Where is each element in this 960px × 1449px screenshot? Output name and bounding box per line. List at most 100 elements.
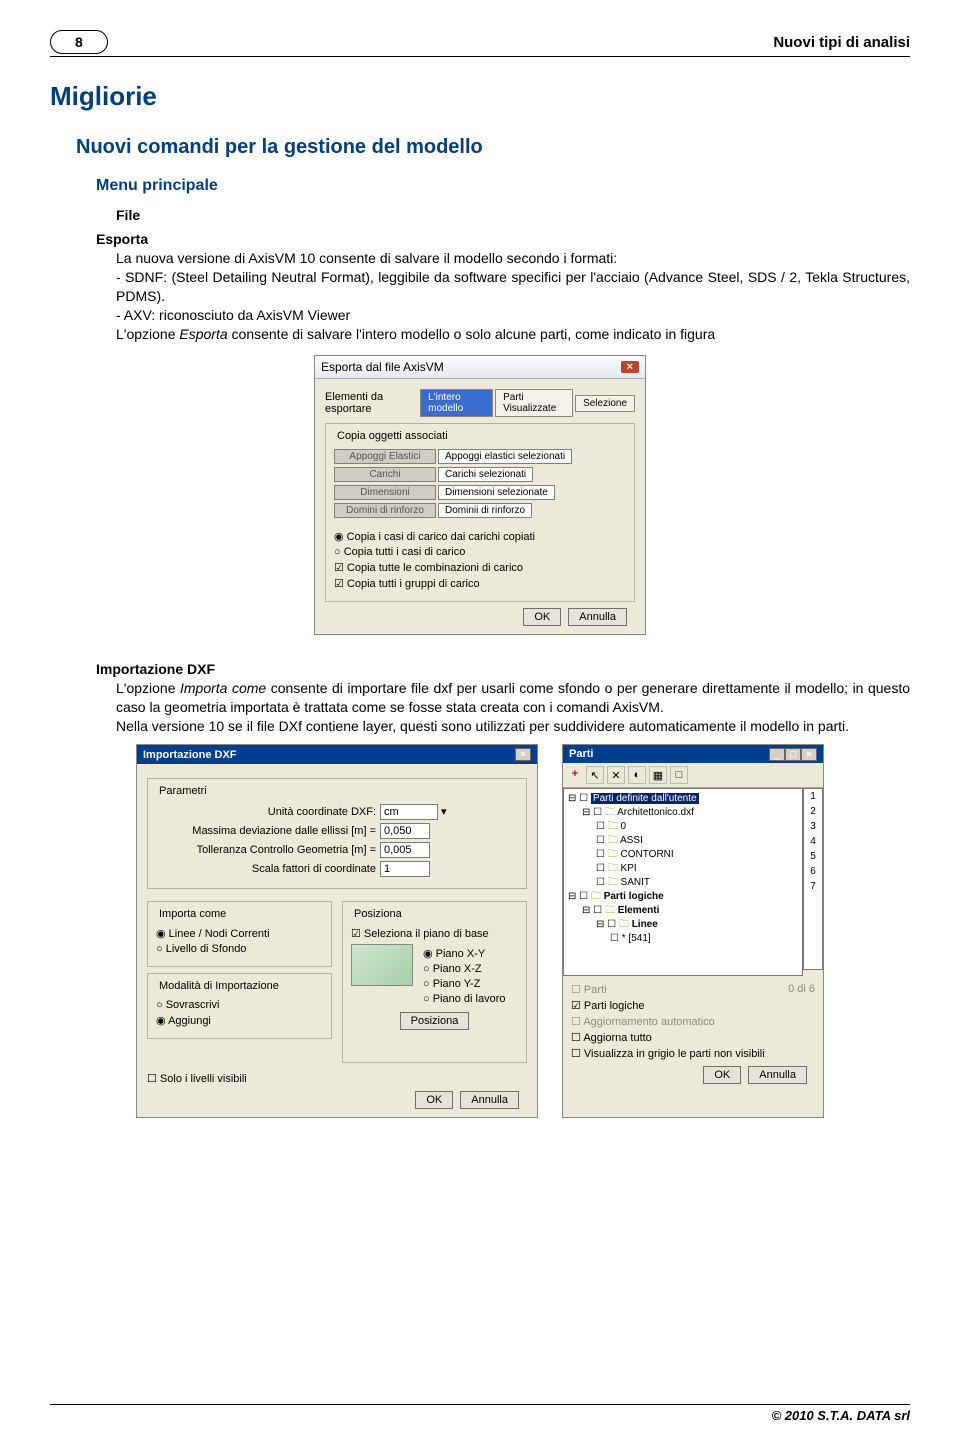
folder-icon: 🗀 — [619, 919, 629, 930]
num-3: 3 — [804, 819, 822, 834]
lbl-unita: Unità coordinate DXF: — [156, 806, 376, 818]
plane-preview-icon — [351, 944, 413, 986]
export-dialog: Esporta dal file AxisVM × Elementi da es… — [314, 355, 646, 635]
check-copia-combinazioni[interactable]: Copia tutte le combinazioni di carico — [334, 562, 523, 574]
radio-copia-casi-da-carichi[interactable]: Copia i casi di carico dai carichi copia… — [334, 531, 535, 543]
num-2: 2 — [804, 804, 822, 819]
parts-tree[interactable]: ⊟ ☐ Parti definite dall'utente ⊟ ☐ 🗀 Arc… — [563, 788, 803, 976]
h5-importazione: Importazione DXF — [96, 661, 910, 677]
arrow-icon[interactable]: ↖ — [586, 766, 604, 784]
esporta-li1: - SDNF: (Steel Detailing Neutral Format)… — [116, 269, 910, 304]
tree-linee[interactable]: Linee — [632, 919, 658, 930]
tree-leaf[interactable]: * [541] — [622, 933, 651, 944]
radio-piano-lavoro[interactable]: Piano di lavoro — [423, 993, 505, 1005]
export-dialog-title: Esporta dal file AxisVM — [321, 360, 444, 374]
group-copia-oggetti: Copia oggetti associati Appoggi Elastici… — [325, 423, 635, 602]
btn-carichi[interactable]: Carichi — [334, 467, 436, 482]
num-5: 5 — [804, 849, 822, 864]
ok-button[interactable]: OK — [703, 1066, 741, 1084]
annulla-button[interactable]: Annulla — [460, 1091, 519, 1109]
close-icon[interactable]: × — [515, 748, 531, 761]
tab-selezione[interactable]: Selezione — [575, 395, 635, 412]
close-icon[interactable]: × — [621, 361, 639, 373]
esporta-p2b: Esporta — [179, 326, 227, 342]
tree-root[interactable]: Parti definite dall'utente — [591, 793, 699, 804]
tree-kpi[interactable]: KPI — [621, 863, 637, 874]
group-posiziona: Posiziona Seleziona il piano di base Pia… — [342, 901, 527, 1063]
tree-assi[interactable]: ASSI — [620, 835, 643, 846]
lbl-elements-export: Elementi da esportare — [325, 391, 412, 415]
radio-piano-xz[interactable]: Piano X-Z — [423, 963, 482, 975]
input-scala[interactable]: 1 — [380, 861, 430, 877]
new-icon[interactable]: □ — [670, 766, 688, 784]
tree-elementi[interactable]: Elementi — [618, 905, 660, 916]
h3-menu: Menu principale — [96, 177, 910, 195]
tab-intero-modello[interactable]: L'intero modello — [420, 389, 493, 417]
folder-icon: 🗀 — [605, 807, 615, 818]
posiziona-button[interactable]: Posiziona — [400, 1012, 470, 1030]
window-controls[interactable]: _□× — [769, 748, 817, 760]
input-tolleranza[interactable]: 0,005 — [380, 842, 430, 858]
parti-toolbar: + ↖ ✕ ◐ ▦ □ — [563, 763, 823, 788]
group-copia-title: Copia oggetti associati — [334, 430, 451, 442]
parts-count: 0 di 6 — [788, 983, 815, 996]
esporta-text: La nuova versione di AxisVM 10 consente … — [116, 249, 910, 343]
remove-icon[interactable]: ✕ — [607, 766, 625, 784]
union-icon[interactable]: ◐ — [628, 766, 646, 784]
folder-icon: 🗀 — [608, 877, 618, 888]
lbl-appoggi: Appoggi elastici selezionati — [438, 449, 572, 464]
h2-comandi: Nuovi comandi per la gestione del modell… — [76, 136, 910, 159]
import-dialog-title: Importazione DXF — [143, 749, 237, 761]
parti-dialog-title: Parti — [569, 748, 593, 760]
annulla-button[interactable]: Annulla — [568, 608, 627, 626]
lbl-domini: Dominii di rinforzo — [438, 503, 532, 518]
tree-contorni[interactable]: CONTORNI — [621, 849, 674, 860]
tree-parti-logiche[interactable]: Parti logiche — [604, 891, 664, 902]
radio-piano-yz[interactable]: Piano Y-Z — [423, 978, 480, 990]
page-header: 8 Nuovi tipi di analisi — [50, 30, 910, 57]
check-aggiorna-tutto[interactable]: Aggiorna tutto — [571, 1032, 652, 1044]
select-unita[interactable]: cm — [380, 804, 438, 820]
ok-button[interactable]: OK — [415, 1091, 453, 1109]
group-modalita: Modalità di Importazione Sovrascrivi Agg… — [147, 973, 332, 1039]
esporta-li2: - AXV: riconosciuto da AxisVM Viewer — [116, 307, 350, 323]
parti-dialog: Parti _□× + ↖ ✕ ◐ ▦ □ ⊟ ☐ Parti definite… — [562, 744, 824, 1118]
btn-appoggi[interactable]: Appoggi Elastici — [334, 449, 436, 464]
check-piano-base[interactable]: Seleziona il piano di base — [351, 928, 489, 940]
check-solo-livelli[interactable]: Solo i livelli visibili — [147, 1073, 247, 1085]
radio-copia-tutti-casi[interactable]: Copia tutti i casi di carico — [334, 546, 465, 558]
check-copia-gruppi[interactable]: Copia tutti i gruppi di carico — [334, 578, 480, 590]
check-aggiornamento-auto: Aggiornamento automatico — [571, 1016, 715, 1028]
radio-piano-xy[interactable]: Piano X-Y — [423, 948, 485, 960]
dxf-p2: Nella versione 10 se il file DXf contien… — [116, 718, 849, 734]
btn-dimensioni[interactable]: Dimensioni — [334, 485, 436, 500]
annulla-button[interactable]: Annulla — [748, 1066, 807, 1084]
parti-dialog-titlebar: Parti _□× — [563, 745, 823, 763]
esporta-p2a: L'opzione — [116, 326, 179, 342]
radio-sovrascrivi[interactable]: Sovrascrivi — [156, 999, 220, 1011]
page-number: 8 — [50, 30, 108, 54]
tab-parti-visualizzate[interactable]: Parti Visualizzate — [495, 389, 573, 417]
page-footer: © 2010 S.T.A. DATA srl — [50, 1404, 910, 1423]
ok-button[interactable]: OK — [523, 608, 561, 626]
radio-aggiungi[interactable]: Aggiungi — [156, 1015, 211, 1027]
check-visualizza-grigio[interactable]: Visualizza in grigio le parti non visibi… — [571, 1048, 765, 1060]
group-posiziona-title: Posiziona — [351, 908, 405, 920]
folder-icon: 🗀 — [608, 849, 618, 860]
num-4: 4 — [804, 834, 822, 849]
btn-domini[interactable]: Domini di rinforzo — [334, 503, 436, 518]
radio-linee-nodi[interactable]: Linee / Nodi Correnti — [156, 928, 270, 940]
lbl-tolleranza: Tolleranza Controllo Geometria [m] = — [156, 844, 376, 856]
import-dialog-titlebar: Importazione DXF × — [137, 745, 537, 764]
check-parti-logiche[interactable]: Parti logiche — [571, 1000, 644, 1012]
h5-esporta: Esporta — [96, 231, 910, 247]
add-icon[interactable]: + — [567, 766, 583, 782]
stack-icon[interactable]: ▦ — [649, 766, 667, 784]
radio-livello-sfondo[interactable]: Livello di Sfondo — [156, 943, 246, 955]
tree-sanit[interactable]: SANIT — [621, 877, 650, 888]
dxf-p1b: Importa come — [180, 680, 266, 696]
input-deviazione[interactable]: 0,050 — [380, 823, 430, 839]
tree-architettonico[interactable]: Architettonico.dxf — [617, 807, 694, 818]
lbl-deviazione: Massima deviazione dalle ellissi [m] = — [156, 825, 376, 837]
tree-0[interactable]: 0 — [621, 821, 627, 832]
